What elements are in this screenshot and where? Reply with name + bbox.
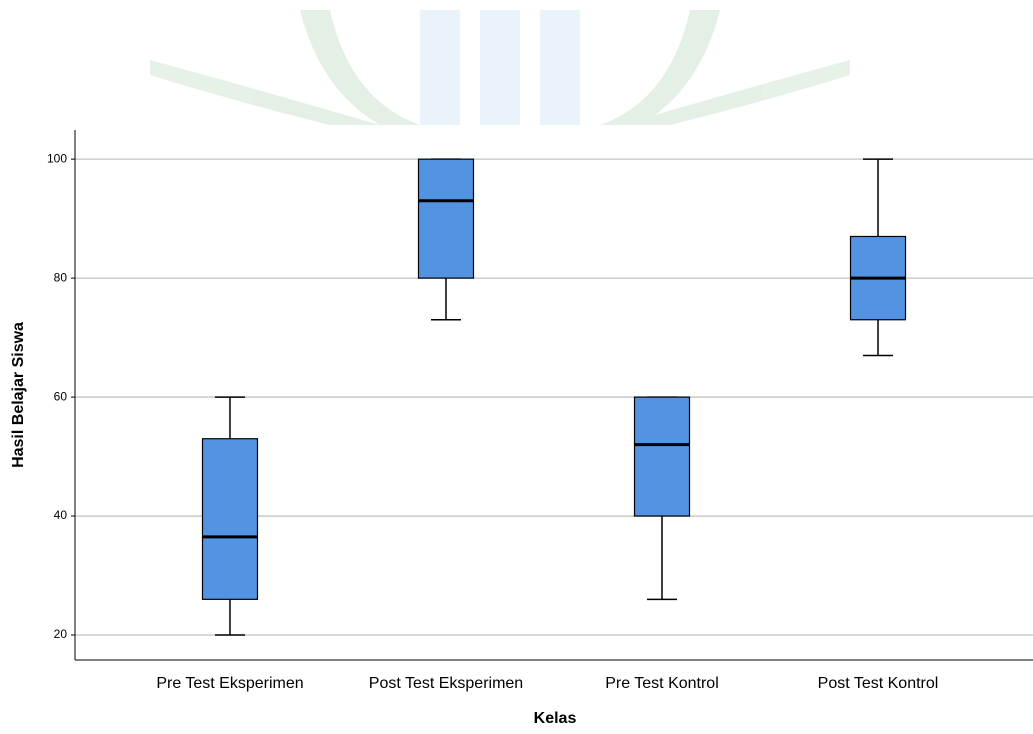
y-axis-title: Hasil Belajar Siswa xyxy=(10,322,27,468)
box xyxy=(418,159,473,278)
x-axis-title: Kelas xyxy=(534,710,577,727)
y-tick-label: 80 xyxy=(54,270,68,284)
chart: Kelas Hasil Belajar Siswa 20 40 60 80 100 Pre… xyxy=(0,0,1033,734)
x-tick-label: Pre Test Eksperimen xyxy=(156,675,303,692)
y-tick-label: 40 xyxy=(54,508,68,522)
page: {"chart_data": {"type": "box", "x_label"… xyxy=(0,0,1033,734)
box xyxy=(635,397,690,516)
y-tick-label: 20 xyxy=(54,627,68,641)
x-tick-label: Pre Test Kontrol xyxy=(605,675,719,692)
x-tick-label: Post Test Kontrol xyxy=(818,675,939,692)
x-tick-label: Post Test Eksperimen xyxy=(369,675,523,692)
y-tick-label: 60 xyxy=(54,389,68,403)
y-tick-label: 100 xyxy=(47,151,67,165)
watermark xyxy=(150,10,850,125)
box xyxy=(202,439,257,600)
